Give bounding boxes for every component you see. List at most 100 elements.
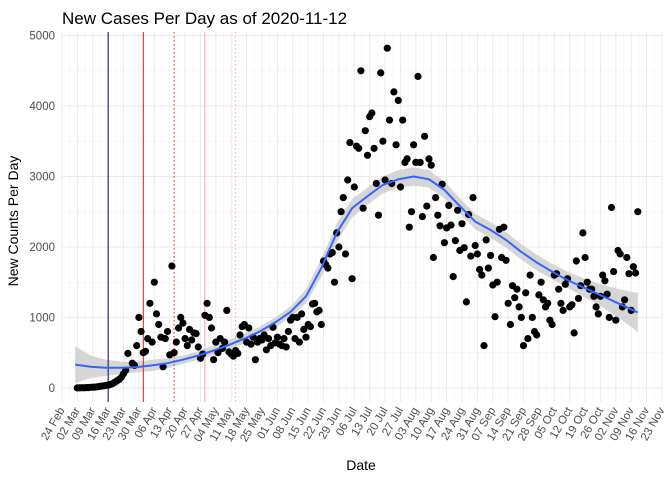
data-point — [572, 257, 580, 265]
data-point — [359, 204, 367, 212]
data-point — [574, 294, 583, 302]
data-point — [390, 88, 398, 96]
data-point — [491, 313, 499, 321]
data-point — [513, 285, 521, 293]
data-point — [234, 349, 242, 357]
data-point — [454, 206, 462, 214]
data-point — [265, 335, 273, 343]
data-point — [306, 323, 314, 331]
data-point — [357, 67, 365, 75]
data-point — [170, 349, 178, 357]
data-point — [515, 303, 523, 311]
data-point — [561, 280, 569, 288]
data-point — [383, 44, 391, 52]
data-point — [374, 211, 383, 219]
data-point — [407, 208, 416, 216]
y-tick-label: 4000 — [29, 101, 55, 113]
data-point — [155, 320, 163, 329]
data-point — [623, 253, 631, 262]
data-point — [152, 310, 161, 318]
data-point — [601, 277, 609, 285]
data-point — [203, 299, 211, 307]
data-point — [528, 313, 536, 321]
data-point — [350, 183, 358, 191]
data-point — [207, 324, 216, 332]
data-point — [135, 313, 143, 321]
data-point — [605, 313, 613, 321]
data-point — [447, 221, 455, 229]
data-point — [385, 116, 394, 124]
data-point — [632, 269, 640, 277]
data-point — [214, 349, 222, 357]
data-point — [500, 223, 508, 231]
data-point — [478, 271, 486, 279]
data-point — [568, 301, 576, 309]
data-point — [427, 161, 435, 169]
y-tick-label: 2000 — [29, 242, 55, 254]
y-tick-label: 5000 — [29, 31, 55, 43]
grid — [61, 32, 663, 402]
data-point — [317, 320, 325, 329]
data-point — [440, 239, 448, 247]
data-point — [493, 278, 501, 286]
smooth-line — [75, 175, 639, 369]
data-point — [181, 335, 189, 343]
data-point — [330, 278, 339, 286]
data-point — [192, 330, 200, 338]
data-point — [368, 109, 376, 117]
data-point — [482, 236, 490, 244]
data-point — [416, 158, 424, 166]
data-point — [150, 278, 158, 286]
data-point — [469, 194, 477, 202]
data-point — [124, 349, 132, 357]
data-point — [429, 253, 437, 262]
data-point — [476, 265, 484, 274]
data-point — [629, 263, 638, 271]
data-point — [245, 324, 253, 332]
data-point — [511, 294, 519, 302]
data-point — [339, 194, 347, 202]
data-point — [355, 144, 363, 152]
data-point — [273, 333, 281, 341]
data-point — [570, 329, 578, 337]
data-point — [324, 264, 332, 272]
data-point — [300, 325, 308, 333]
x-axis-title: Date — [346, 457, 376, 473]
data-point — [519, 342, 528, 350]
data-point — [370, 144, 378, 152]
data-point — [610, 268, 618, 276]
y-tick-label: 3000 — [29, 171, 55, 183]
data-point — [434, 211, 442, 219]
data-point — [377, 69, 385, 77]
data-point — [579, 229, 587, 237]
data-point — [616, 250, 624, 258]
data-point — [537, 278, 545, 286]
data-point — [205, 313, 213, 321]
data-point — [381, 176, 389, 184]
data-point — [361, 127, 369, 135]
data-point — [421, 132, 429, 140]
data-points — [73, 44, 642, 392]
data-point — [348, 275, 356, 283]
confidence-band — [75, 167, 638, 383]
data-point — [581, 253, 589, 262]
data-point — [146, 299, 154, 307]
data-point — [418, 213, 426, 221]
data-point — [590, 292, 598, 300]
data-point — [612, 316, 620, 324]
data-point — [599, 271, 607, 279]
data-point — [344, 176, 352, 184]
data-point — [548, 320, 556, 329]
data-point — [335, 243, 343, 251]
smooth-trend-line — [75, 175, 639, 369]
data-point — [524, 335, 532, 343]
y-tick-label: 1000 — [29, 312, 55, 324]
data-point — [603, 290, 611, 298]
data-point — [522, 289, 530, 297]
data-point — [247, 340, 255, 348]
data-point — [379, 137, 387, 145]
data-point — [451, 237, 459, 245]
data-point — [251, 356, 259, 364]
data-point — [137, 327, 145, 336]
